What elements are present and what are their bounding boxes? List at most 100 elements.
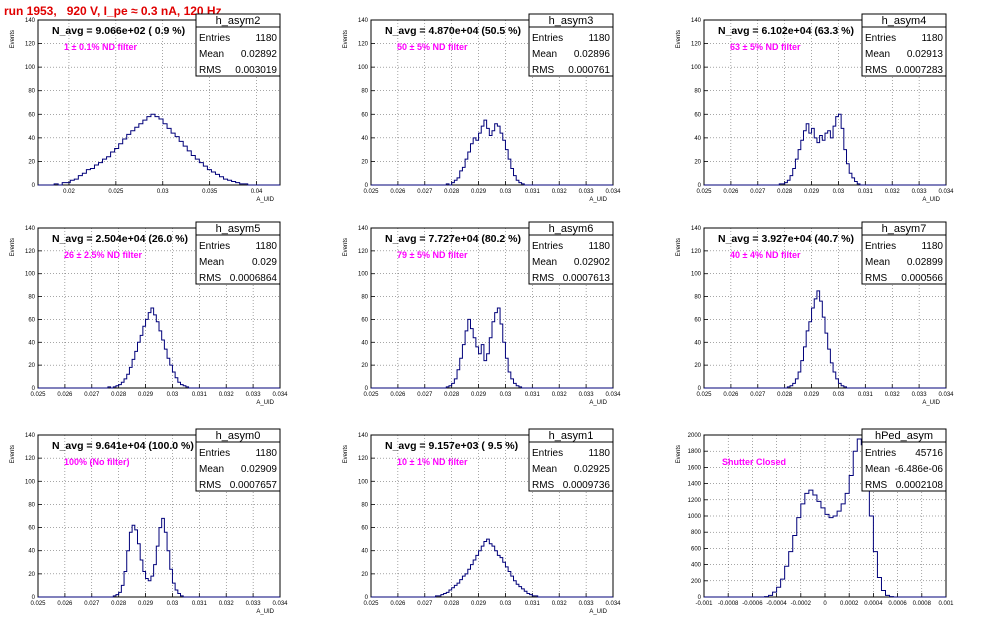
stat-box-frame xyxy=(861,221,947,285)
x-tick-label: -0.0006 xyxy=(742,601,763,607)
navg-label: N_avg = 2.504e+04 (26.0 %) xyxy=(52,233,188,245)
x-tick-label: 0.033 xyxy=(246,601,262,607)
stat-box: h_asym3 Entries 1180 Mean 0.02896 RMS 0.000761 xyxy=(528,13,614,77)
x-tick-label: 0.03 xyxy=(833,189,845,195)
y-tick-label: 20 xyxy=(28,159,35,165)
stat-value: 1180 xyxy=(588,448,610,459)
y-tick-label: 0 xyxy=(365,183,369,189)
x-tick-label: 0.03 xyxy=(833,392,845,398)
stat-label: Entries xyxy=(865,448,896,459)
x-tick-label: 0.028 xyxy=(444,189,460,195)
y-tick-label: 600 xyxy=(691,546,702,552)
x-tick-label: 0.025 xyxy=(696,189,712,195)
stat-value: 1180 xyxy=(255,448,277,459)
y-tick-label: 60 xyxy=(361,526,368,532)
y-tick-label: 20 xyxy=(361,572,368,578)
x-tick-label: 0.025 xyxy=(363,189,379,195)
x-tick-label: 0.034 xyxy=(605,392,621,398)
x-tick-label: 0.033 xyxy=(579,189,595,195)
y-axis-title: Events xyxy=(676,445,682,463)
y-tick-label: 1800 xyxy=(688,449,702,455)
y-tick-label: 80 xyxy=(28,502,35,508)
stat-box-title: h_asym2 xyxy=(216,15,261,27)
x-tick-label: 0.028 xyxy=(111,392,127,398)
stat-label: Mean xyxy=(532,49,557,60)
x-tick-label: 0.0008 xyxy=(913,601,932,607)
stat-value: 0.000566 xyxy=(901,273,943,284)
y-tick-label: 40 xyxy=(28,340,35,346)
x-tick-label: 0.029 xyxy=(804,189,820,195)
stat-label: Entries xyxy=(532,33,563,44)
stat-value: 1180 xyxy=(588,33,610,44)
y-tick-label: 800 xyxy=(691,530,702,536)
plot-frame xyxy=(37,227,281,389)
x-tick-label: 0.026 xyxy=(57,601,73,607)
x-tick-label: 0.029 xyxy=(471,189,487,195)
stat-label: Mean xyxy=(865,257,890,268)
y-tick-label: 40 xyxy=(28,136,35,142)
stat-box-frame xyxy=(861,428,947,492)
x-tick-label: 0.027 xyxy=(84,392,100,398)
stat-label: Entries xyxy=(199,448,230,459)
stat-box: h_asym7 Entries 1180 Mean 0.02899 RMS 0.000566 xyxy=(861,221,947,285)
x-tick-label: 0.032 xyxy=(219,601,235,607)
y-tick-label: 100 xyxy=(25,272,36,278)
stat-label: Entries xyxy=(865,33,896,44)
stat-box: h_asym5 Entries 1180 Mean 0.029 RMS 0.0006864 xyxy=(195,221,281,285)
stat-value: 0.02899 xyxy=(907,257,944,268)
stat-label: RMS xyxy=(865,65,888,76)
stat-box-frame xyxy=(528,221,614,285)
x-tick-label: 0.026 xyxy=(390,392,406,398)
histogram-line xyxy=(704,113,946,186)
stat-label: RMS xyxy=(532,480,555,491)
histogram-line xyxy=(38,113,280,186)
stat-value: 0.0009736 xyxy=(563,480,611,491)
x-tick-label: 0.001 xyxy=(938,601,954,607)
x-tick-label: 0.034 xyxy=(938,392,954,398)
stat-label: Mean xyxy=(199,257,224,268)
x-tick-label: 0.032 xyxy=(552,601,568,607)
y-tick-label: 140 xyxy=(358,433,369,439)
x-tick-label: 0.027 xyxy=(750,189,766,195)
stat-label: RMS xyxy=(532,273,555,284)
plot-frame xyxy=(370,227,614,389)
plot-frame xyxy=(370,19,614,186)
x-tick-label: 0.031 xyxy=(192,601,208,607)
y-tick-label: 100 xyxy=(691,272,702,278)
x-axis-title: A_UID xyxy=(256,400,274,406)
histogram-panel-h_asym2: 0.02 0.025 0.03 0.035 0.04 0 20 40 60 80 100 120 140… xyxy=(10,13,281,203)
histogram-panel-h_asym0: 0.025 0.026 0.027 0.028 0.029 0.03 0.031 0.032 0… xyxy=(10,428,288,615)
x-tick-label: 0.035 xyxy=(202,189,218,195)
x-tick-label: 0.026 xyxy=(390,601,406,607)
y-tick-label: 200 xyxy=(691,579,702,585)
y-tick-label: 140 xyxy=(25,226,36,232)
stat-label: Entries xyxy=(865,241,896,252)
stat-value: 0.02909 xyxy=(241,464,278,475)
x-tick-label: 0 xyxy=(823,601,827,607)
y-tick-label: 400 xyxy=(691,563,702,569)
navg-label: N_avg = 6.102e+04 (63.3 %) xyxy=(718,25,854,37)
x-axis-title: A_UID xyxy=(256,197,274,203)
filter-label: Shutter Closed xyxy=(722,457,786,467)
histogram-line xyxy=(38,307,280,389)
filter-label: 100% (No filter) xyxy=(64,457,130,467)
y-tick-label: 140 xyxy=(691,18,702,24)
x-tick-label: 0.031 xyxy=(525,189,541,195)
x-tick-label: 0.028 xyxy=(444,601,460,607)
stat-box: hPed_asym Entries 45716 Mean -6.486e-06 RMS 0.… xyxy=(861,428,947,492)
stat-value: 0.0007613 xyxy=(563,273,611,284)
x-tick-label: 0.033 xyxy=(246,392,262,398)
y-tick-label: 40 xyxy=(361,549,368,555)
stat-box-title: hPed_asym xyxy=(875,430,933,442)
x-tick-label: 0.034 xyxy=(272,392,288,398)
x-tick-label: 0.034 xyxy=(605,189,621,195)
y-tick-label: 120 xyxy=(691,249,702,255)
x-tick-label: 0.033 xyxy=(579,601,595,607)
filter-label: 40 ± 4% ND filter xyxy=(730,250,801,260)
plot-frame xyxy=(703,227,947,389)
navg-label: N_avg = 9.641e+04 (100.0 %) xyxy=(52,440,194,452)
stat-label: Mean xyxy=(199,464,224,475)
filter-label: 26 ± 2.5% ND filter xyxy=(64,250,142,260)
y-tick-label: 0 xyxy=(32,183,36,189)
